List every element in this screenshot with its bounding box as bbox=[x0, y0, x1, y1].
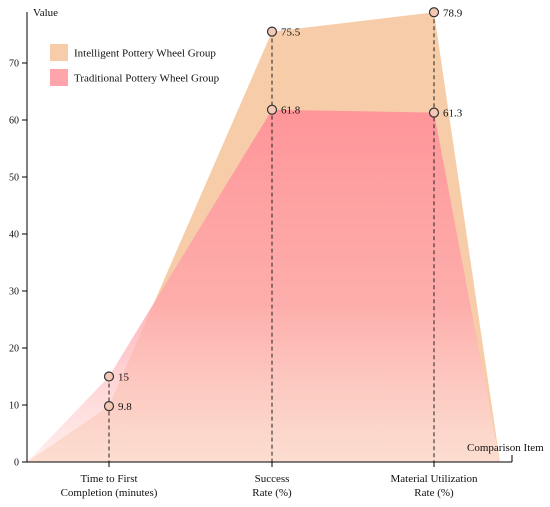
x-tick-label: Time to First bbox=[80, 473, 137, 485]
data-label: 9.8 bbox=[118, 401, 132, 413]
y-axis: Value bbox=[26, 7, 58, 462]
x-axis: Comparison Item bbox=[27, 442, 544, 463]
data-point-traditional bbox=[103, 371, 115, 382]
data-label: 61.8 bbox=[281, 105, 301, 117]
x-tick-label: Rate (%) bbox=[252, 487, 292, 499]
y-tick-label: 30 bbox=[9, 287, 19, 298]
data-points: 9.8 75.5 78.9 15 61.8 61.3 bbox=[103, 7, 463, 413]
y-tick-label: 20 bbox=[9, 344, 19, 355]
x-tick-label: Success bbox=[255, 473, 290, 485]
y-tick-label: 50 bbox=[9, 173, 19, 184]
drop-lines bbox=[108, 12, 435, 462]
y-tick-label: 60 bbox=[9, 116, 19, 127]
area-layer bbox=[27, 12, 500, 463]
y-tick-label: 70 bbox=[9, 59, 19, 70]
data-point-intelligent bbox=[103, 401, 115, 412]
data-label: 78.9 bbox=[443, 7, 463, 19]
legend-swatch bbox=[50, 69, 68, 86]
y-axis-title: Value bbox=[33, 7, 58, 19]
data-point-traditional bbox=[428, 107, 440, 118]
data-point-intelligent bbox=[266, 26, 278, 37]
data-label: 75.5 bbox=[281, 27, 301, 39]
y-tick-label: 10 bbox=[9, 401, 19, 412]
legend-label: Traditional Pottery Wheel Group bbox=[74, 73, 220, 85]
y-ticks: 0 10 20 30 40 50 60 70 bbox=[9, 59, 27, 469]
data-label: 15 bbox=[118, 372, 130, 384]
y-tick-label: 40 bbox=[9, 230, 19, 241]
legend-swatch bbox=[50, 44, 68, 61]
x-tick-label: Completion (minutes) bbox=[61, 487, 158, 499]
legend-label: Intelligent Pottery Wheel Group bbox=[74, 48, 216, 60]
y-tick-label: 0 bbox=[14, 458, 19, 469]
x-tick-label: Material Utilization bbox=[390, 473, 478, 485]
data-point-intelligent bbox=[428, 7, 440, 18]
area-traditional bbox=[27, 109, 500, 463]
data-label: 61.3 bbox=[443, 108, 463, 120]
x-axis-title: Comparison Item bbox=[467, 442, 544, 454]
x-tick-label: Rate (%) bbox=[414, 487, 454, 499]
data-point-traditional bbox=[266, 104, 278, 115]
x-ticks: Time to First Completion (minutes) Success… bbox=[61, 462, 478, 499]
legend: Intelligent Pottery Wheel Group Tradition… bbox=[50, 44, 220, 86]
